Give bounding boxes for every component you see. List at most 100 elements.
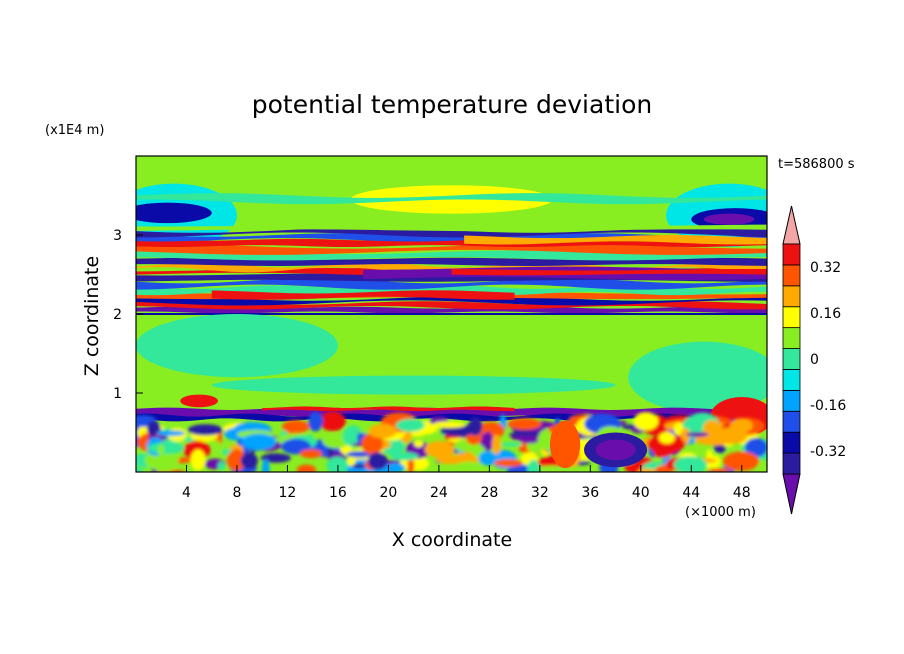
x-axis: 4 8 12 16 20 24 28 32 36 40 44 48 — [182, 465, 751, 501]
turbulence-cell — [352, 463, 366, 469]
chart-title: potential temperature deviation — [252, 90, 652, 119]
colorbar-segment — [782, 327, 801, 349]
y-tick-label: 2 — [113, 307, 122, 323]
turbulent-layer — [136, 411, 767, 472]
turbulence-cell — [187, 424, 223, 436]
turbulence-cell — [658, 432, 675, 444]
colorbar-segment — [782, 389, 801, 412]
y-tick-label: 1 — [113, 386, 122, 402]
turbulence-cell — [482, 431, 494, 452]
turbulence-cell — [213, 440, 221, 455]
colorbar-tick-label: 0.16 — [810, 306, 841, 322]
turbulence-cell — [147, 442, 185, 454]
contour-band — [136, 306, 767, 314]
y-axis: 1 2 3 — [113, 228, 143, 402]
turbulence-cell — [637, 468, 657, 472]
turbulence-cell — [722, 451, 760, 472]
y-tick-label: 3 — [113, 228, 122, 244]
turbulence-cell — [389, 452, 419, 461]
x-tick-label: 20 — [379, 485, 397, 501]
turbulence-cell — [281, 438, 311, 455]
y-axis-label: Z coordinate — [81, 256, 103, 376]
x-tick-label: 28 — [480, 485, 498, 501]
turbulence-cell — [368, 423, 397, 439]
turbulence-cell — [260, 453, 291, 463]
contour-band — [136, 224, 767, 232]
contour-cell — [595, 439, 636, 461]
y-unit-label: (x1E4 m) — [45, 123, 104, 138]
colorbar-segment — [782, 369, 801, 391]
turbulence-cell — [410, 431, 426, 437]
time-label: t=586800 s — [778, 157, 855, 172]
x-unit-label: (×1000 m) — [685, 505, 756, 520]
turbulence-cell — [395, 418, 425, 432]
contour-band — [262, 406, 515, 412]
x-tick-label: 32 — [531, 485, 549, 501]
colorbar-segment — [782, 431, 801, 454]
turbulence-cell — [217, 461, 226, 471]
colorbar-tick-label: -0.32 — [810, 444, 846, 460]
x-tick-label: 4 — [182, 485, 191, 501]
turbulence-cell — [413, 440, 424, 448]
turbulence-cell — [708, 468, 731, 472]
contour-cell — [180, 394, 219, 408]
colorbar-tick-label: 0 — [810, 352, 819, 368]
contour-cell — [703, 213, 755, 225]
turbulence-cell — [281, 420, 310, 434]
turbulence-cell — [478, 451, 497, 466]
turbulence-cell — [308, 411, 323, 432]
turbulence-cell — [537, 429, 554, 451]
turbulence-cell — [327, 447, 334, 456]
contour-cell — [628, 341, 767, 413]
contour-cell — [136, 202, 212, 224]
turbulence-cell — [527, 459, 540, 472]
contour-band — [136, 278, 767, 290]
contour-band — [136, 193, 767, 205]
turbulence-cell — [491, 434, 501, 455]
x-tick-label: 24 — [430, 485, 448, 501]
colorbar: -0.32 -0.16 0 0.16 0.32 — [782, 205, 846, 515]
contour-band — [136, 227, 767, 238]
turbulence-cell — [361, 432, 384, 455]
contour-band — [136, 243, 767, 255]
turbulence-cell — [136, 467, 144, 472]
colorbar-tick-label: -0.16 — [810, 398, 846, 414]
turbulence-cell — [633, 412, 659, 431]
contour-band — [211, 290, 515, 300]
turbulence-cell — [387, 463, 405, 472]
colorbar-segment — [782, 243, 801, 266]
colorbar-tick-label: 0.32 — [810, 260, 841, 276]
turbulence-cell — [507, 418, 542, 430]
colorbar-segment — [782, 264, 801, 287]
colorbar-segment — [782, 452, 801, 475]
contour-band — [464, 235, 767, 245]
turbulence-cell — [457, 461, 485, 467]
colorbar-segment — [782, 410, 801, 433]
turbulence-cell — [241, 433, 277, 451]
turbulence-cell — [673, 422, 684, 436]
turbulence-cell — [493, 459, 523, 467]
contour-band — [451, 268, 767, 276]
contour-cell — [211, 375, 616, 395]
turbulence-cell — [432, 421, 466, 428]
turbulence-cell — [296, 464, 317, 472]
contour-field — [136, 163, 767, 472]
colorbar-bottom-extension — [782, 473, 801, 515]
turbulence-cell — [240, 452, 258, 469]
turbulence-cell — [319, 411, 346, 432]
turbulence-cell — [226, 449, 246, 472]
turbulence-cell — [499, 442, 524, 447]
x-tick-label: 44 — [682, 485, 700, 501]
turbulence-cell — [299, 449, 323, 459]
turbulence-cell — [190, 449, 206, 471]
turbulence-cell — [326, 456, 349, 472]
turbulence-cell — [224, 427, 248, 441]
turbulence-cell — [680, 427, 691, 445]
turbulence-cell — [346, 456, 356, 467]
x-tick-label: 40 — [632, 485, 650, 501]
turbulence-cell — [685, 432, 709, 437]
turbulence-cell — [647, 434, 685, 454]
x-tick-label: 8 — [232, 485, 241, 501]
colorbar-segment — [782, 285, 801, 308]
